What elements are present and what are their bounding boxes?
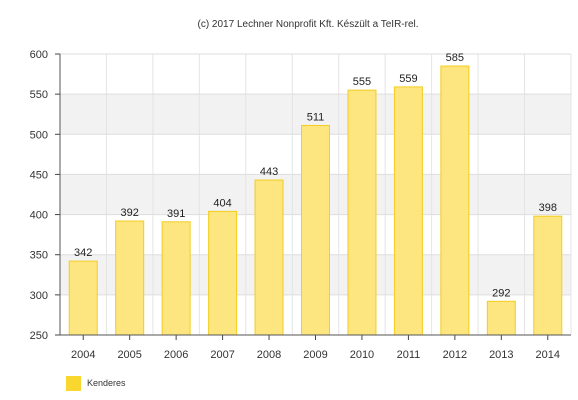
bar[interactable] <box>486 300 516 336</box>
bar[interactable] <box>254 179 284 336</box>
bar[interactable] <box>440 65 470 336</box>
x-tick-label: 2010 <box>350 349 374 361</box>
bar[interactable] <box>301 124 330 336</box>
bar[interactable] <box>68 260 98 336</box>
plot-area: 250 300 350 400 450 500 550 600 342 2004 392 2005 39… <box>30 49 572 361</box>
y-tick-label: 600 <box>30 49 48 61</box>
y-tick-label: 350 <box>30 250 48 262</box>
data-label: 585 <box>446 52 464 64</box>
data-label: 392 <box>121 207 139 219</box>
bar[interactable] <box>208 210 238 336</box>
x-tick-label: 2007 <box>210 349 234 361</box>
x-tick-label: 2014 <box>536 349 560 361</box>
bar[interactable] <box>393 86 423 336</box>
x-tick-label: 2005 <box>117 349 141 361</box>
bar[interactable] <box>347 89 377 336</box>
x-tick-label: 2006 <box>164 349 188 361</box>
y-tick-label: 550 <box>30 89 48 101</box>
y-tick-label: 250 <box>30 330 48 342</box>
legend: Kenderes <box>66 376 126 391</box>
x-tick-label: 2004 <box>71 349 95 361</box>
x-tick-label: 2011 <box>397 349 421 361</box>
y-tick-label: 450 <box>30 169 48 181</box>
data-label: 391 <box>167 208 185 220</box>
x-tick-label: 2012 <box>443 349 467 361</box>
data-label: 292 <box>492 287 510 299</box>
data-label: 511 <box>307 111 325 123</box>
y-tick-label: 300 <box>30 290 48 302</box>
bar[interactable] <box>161 221 191 336</box>
x-tick-label: 2009 <box>303 349 327 361</box>
bar[interactable] <box>115 220 145 336</box>
data-label: 398 <box>539 202 557 214</box>
y-tick-label: 400 <box>30 210 48 222</box>
legend-label: Kenderes <box>87 378 126 388</box>
data-label: 443 <box>260 166 278 178</box>
legend-swatch <box>66 376 81 391</box>
x-tick-label: 2013 <box>489 349 513 361</box>
data-label: 559 <box>399 73 417 85</box>
data-label: 342 <box>74 247 92 259</box>
data-label: 404 <box>213 197 231 209</box>
x-tick-label: 2008 <box>257 349 281 361</box>
y-tick-label: 500 <box>30 129 48 141</box>
chart-credit: (c) 2017 Lechner Nonprofit Kft. Készült … <box>197 19 418 30</box>
bar[interactable] <box>533 215 563 336</box>
data-label: 555 <box>353 76 371 88</box>
grid-band <box>60 54 571 95</box>
